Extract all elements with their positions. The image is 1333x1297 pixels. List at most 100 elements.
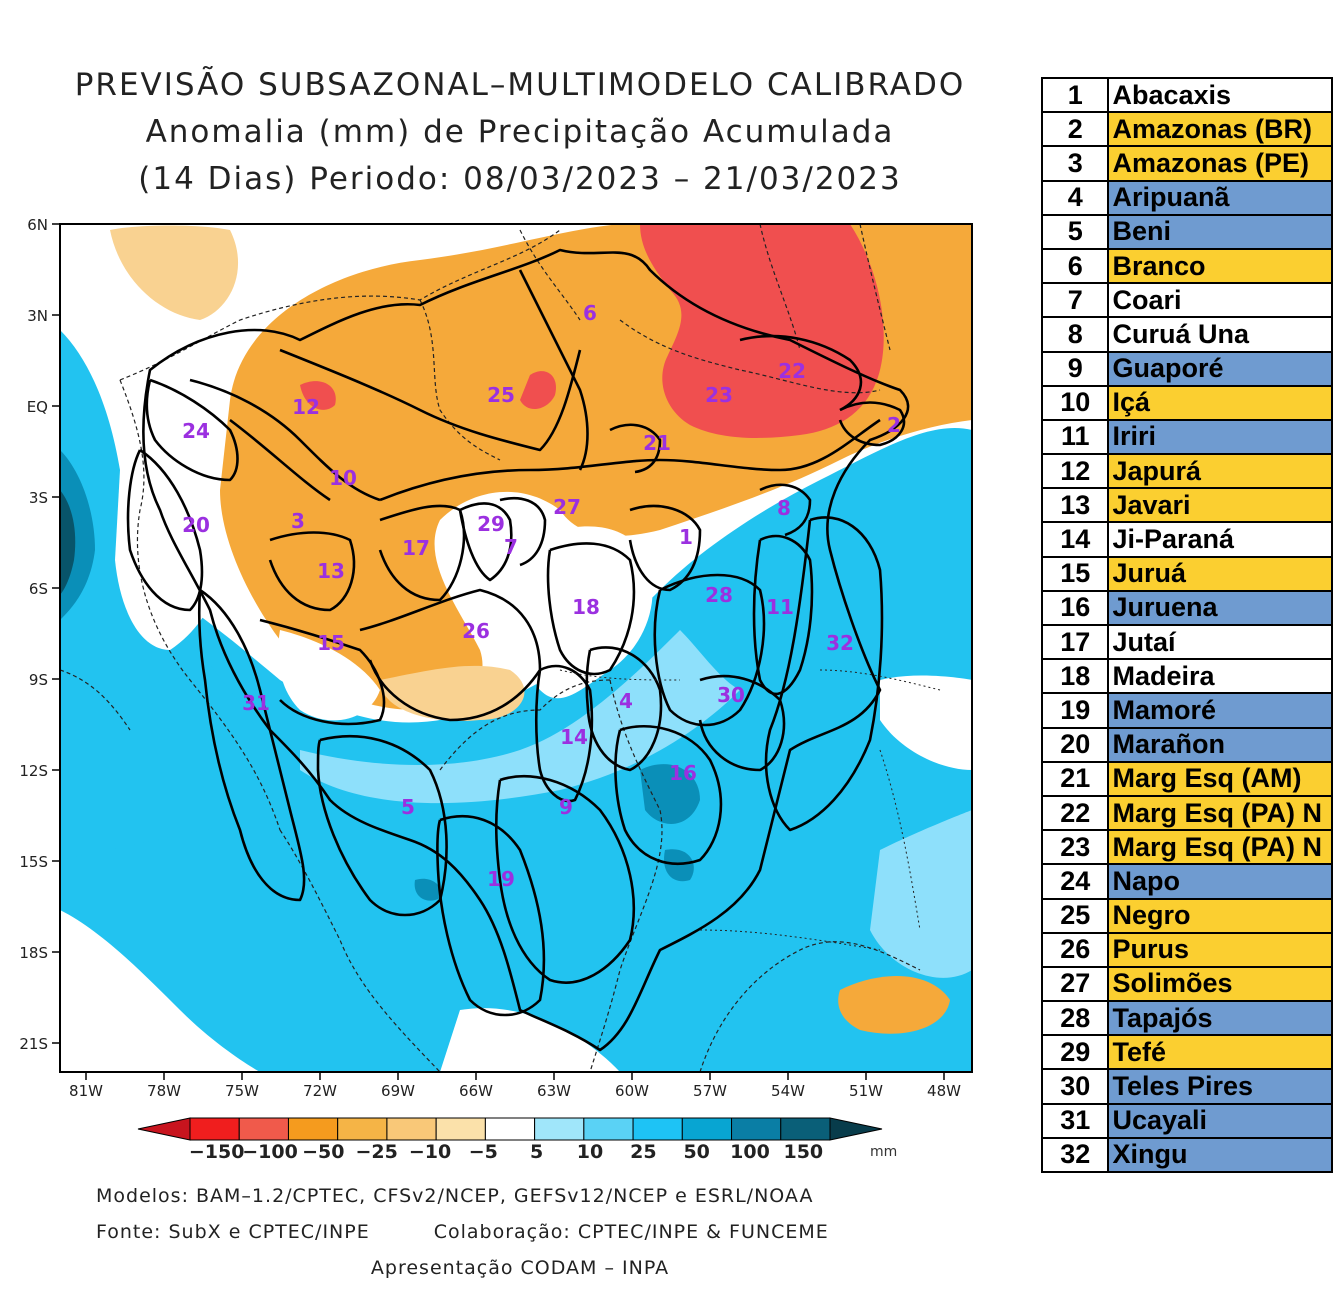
basin-number: 10 xyxy=(1040,384,1110,421)
basin-row: 11 Iriri xyxy=(1040,418,1333,456)
source-collab-row: Fonte: SubX e CPTEC/INPE Colaboração: CP… xyxy=(60,1214,980,1250)
basin-name: Jutaí xyxy=(1107,623,1333,661)
basin-row: 30 Teles Pires xyxy=(1040,1068,1333,1105)
basin-number: 15 xyxy=(1040,555,1110,592)
credits: Modelos: BAM–1.2/CPTEC, CFSv2/NCEP, GEFS… xyxy=(60,1178,980,1286)
basin-number: 21 xyxy=(1040,760,1110,797)
basin-curua xyxy=(759,483,812,537)
basin-name: Tapajós xyxy=(1107,1000,1333,1037)
basin-number-label: 29 xyxy=(477,512,505,536)
basin-name: Teles Pires xyxy=(1107,1068,1333,1105)
colorbar-unit: mm xyxy=(870,1144,897,1160)
basin-beni xyxy=(316,734,448,917)
basin-coari xyxy=(499,496,547,567)
colorbar-label: 5 xyxy=(530,1141,543,1163)
basin-number: 3 xyxy=(1040,145,1110,182)
lat-label: 9S xyxy=(29,671,48,689)
basin-name: Madeira xyxy=(1107,658,1333,695)
basin-name: Içá xyxy=(1107,384,1333,421)
basin-row: 8 Curuá Una xyxy=(1040,316,1333,353)
colorbar-label: 100 xyxy=(730,1141,770,1163)
colorbar: −150 −100 −50 −25 −10 −5 5 10 25 50 100 150 mm xyxy=(130,1112,910,1172)
colorbar-cell xyxy=(386,1117,437,1141)
basin-name: Tefé xyxy=(1107,1034,1333,1071)
basin-row: 6 Branco xyxy=(1040,247,1333,285)
basin-number: 6 xyxy=(1040,247,1110,285)
dry-strong-pocket2 xyxy=(300,381,336,410)
neutral-center xyxy=(523,526,653,699)
basin-row: 5 Beni xyxy=(1040,213,1333,250)
dry-light-southeast xyxy=(838,976,950,1034)
basin-row: 3 Amazonas (PE) xyxy=(1040,145,1333,182)
basin-number: 2 xyxy=(1040,111,1110,148)
dry-light-region xyxy=(380,665,525,721)
basin-name: Napo xyxy=(1107,863,1333,900)
basin-number: 1 xyxy=(1040,76,1110,114)
basin-negro xyxy=(279,348,582,452)
lon-label: 63W xyxy=(537,1082,571,1100)
neutral-sc xyxy=(440,1008,620,1072)
map-frame xyxy=(59,223,973,1073)
basin-number-label: 1 xyxy=(679,525,693,549)
basin-number-label: 4 xyxy=(619,689,633,713)
basin-number: 17 xyxy=(1040,623,1110,661)
basin-number: 29 xyxy=(1040,1034,1110,1071)
basin-number-label: 22 xyxy=(778,359,806,383)
title-line-3: (14 Dias) Periodo: 08/03/2023 – 21/03/20… xyxy=(138,161,902,197)
basin-row: 31 Ucayali xyxy=(1040,1102,1333,1139)
basin-number-label: 19 xyxy=(487,867,515,891)
basin-number-label: 25 xyxy=(487,383,515,407)
colorbar-labels: −150−100 −50 −25 −10 −5 5 10 25 50 100 150 xyxy=(189,1141,823,1163)
basin-number-label: 12 xyxy=(292,395,320,419)
basin-jutai xyxy=(378,504,466,602)
basin-number: 28 xyxy=(1040,1000,1110,1037)
basin-row: 17 Jutaí xyxy=(1040,623,1333,661)
colorbar-cell xyxy=(534,1117,585,1141)
colorbar-label: −10 xyxy=(409,1141,451,1163)
basin-teles xyxy=(698,674,786,772)
basin-number: 12 xyxy=(1040,453,1110,490)
lon-label: 66W xyxy=(459,1082,493,1100)
basin-number: 7 xyxy=(1040,282,1110,319)
colorbar-cells xyxy=(137,1117,883,1141)
source-credit: Fonte: SubX e CPTEC/INPE xyxy=(96,1221,370,1243)
basin-guapore xyxy=(494,774,636,984)
basin-row: 22 Marg Esq (PA) N xyxy=(1040,794,1333,832)
basin-row: 32 Xingu xyxy=(1040,1136,1333,1174)
basin-jiparana xyxy=(534,664,594,803)
basin-number: 20 xyxy=(1040,726,1110,763)
basin-number-label: 17 xyxy=(402,536,430,560)
colorbar-cell xyxy=(337,1117,388,1141)
basin-xingu xyxy=(764,516,884,832)
lat-label: EQ xyxy=(27,398,48,416)
wet-light-band xyxy=(300,630,740,804)
basin-table: 1 Abacaxis 2 Amazonas (BR) 3 Amazonas (PE) 4 Ar… xyxy=(1040,76,1333,1174)
basin-name: Mamoré xyxy=(1107,692,1333,729)
precipitation-map: 6N 3N EQ 3S 6S 9S 12S 15S 18S 21S 81W 78W 75W 72W 69W… xyxy=(0,210,990,1100)
wet-strong-south xyxy=(640,764,700,824)
basin-number-label: 23 xyxy=(705,383,733,407)
basin-row: 18 Madeira xyxy=(1040,658,1333,695)
basin-abacaxis xyxy=(628,504,702,592)
basin-row: 24 Napo xyxy=(1040,863,1333,900)
basin-amazonas-br xyxy=(838,401,906,447)
basin-name: Guaporé xyxy=(1107,350,1333,387)
basin-number-label: 21 xyxy=(643,431,671,455)
basin-row: 9 Guaporé xyxy=(1040,350,1333,387)
basin-number: 23 xyxy=(1040,829,1110,866)
basin-number-label: 27 xyxy=(553,495,581,519)
basin-row: 7 Coari xyxy=(1040,282,1333,319)
basin-number: 32 xyxy=(1040,1136,1110,1174)
colorbar-cell xyxy=(731,1117,782,1141)
lat-label: 3N xyxy=(27,307,48,325)
basin-row: 26 Purus xyxy=(1040,931,1333,968)
basin-number-label: 16 xyxy=(669,761,697,785)
basin-number: 25 xyxy=(1040,897,1110,934)
basin-ucayali xyxy=(197,588,306,902)
colorbar-cell xyxy=(435,1117,486,1141)
basin-number-label: 32 xyxy=(826,631,854,655)
lat-label: 12S xyxy=(19,762,48,780)
lat-label: 15S xyxy=(19,853,48,871)
map-title: PREVISÃO SUBSAZONAL–MULTIMODELO CALIBRAD… xyxy=(60,62,980,203)
basin-number: 18 xyxy=(1040,658,1110,695)
